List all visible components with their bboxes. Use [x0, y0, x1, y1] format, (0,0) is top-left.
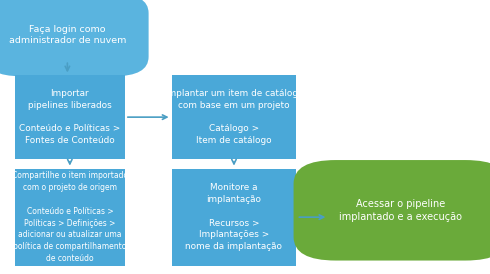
- Text: Monitore a
implantação

Recursos >
Implantações >
nome da implantação: Monitore a implantação Recursos > Implan…: [186, 183, 282, 251]
- Text: Acessar o pipeline
implantado e a execução: Acessar o pipeline implantado e a execuç…: [339, 199, 462, 222]
- FancyBboxPatch shape: [294, 160, 490, 261]
- Text: Importar
pipelines liberados

Conteúdo e Políticas >
Fontes de Conteúdo: Importar pipelines liberados Conteúdo e …: [19, 89, 121, 145]
- Text: Implantar um item de catálogo
com base em um projeto

Catálogo >
Item de catálog: Implantar um item de catálogo com base e…: [165, 89, 303, 145]
- FancyBboxPatch shape: [15, 75, 125, 159]
- FancyBboxPatch shape: [0, 0, 148, 76]
- FancyBboxPatch shape: [15, 169, 125, 266]
- Text: Faça login como
administrador de nuvem: Faça login como administrador de nuvem: [9, 25, 126, 45]
- FancyBboxPatch shape: [172, 169, 296, 266]
- Text: Compartilhe o item importado
com o projeto de origem

Conteúdo e Políticas >
Pol: Compartilhe o item importado com o proje…: [12, 171, 128, 263]
- FancyBboxPatch shape: [172, 75, 296, 159]
